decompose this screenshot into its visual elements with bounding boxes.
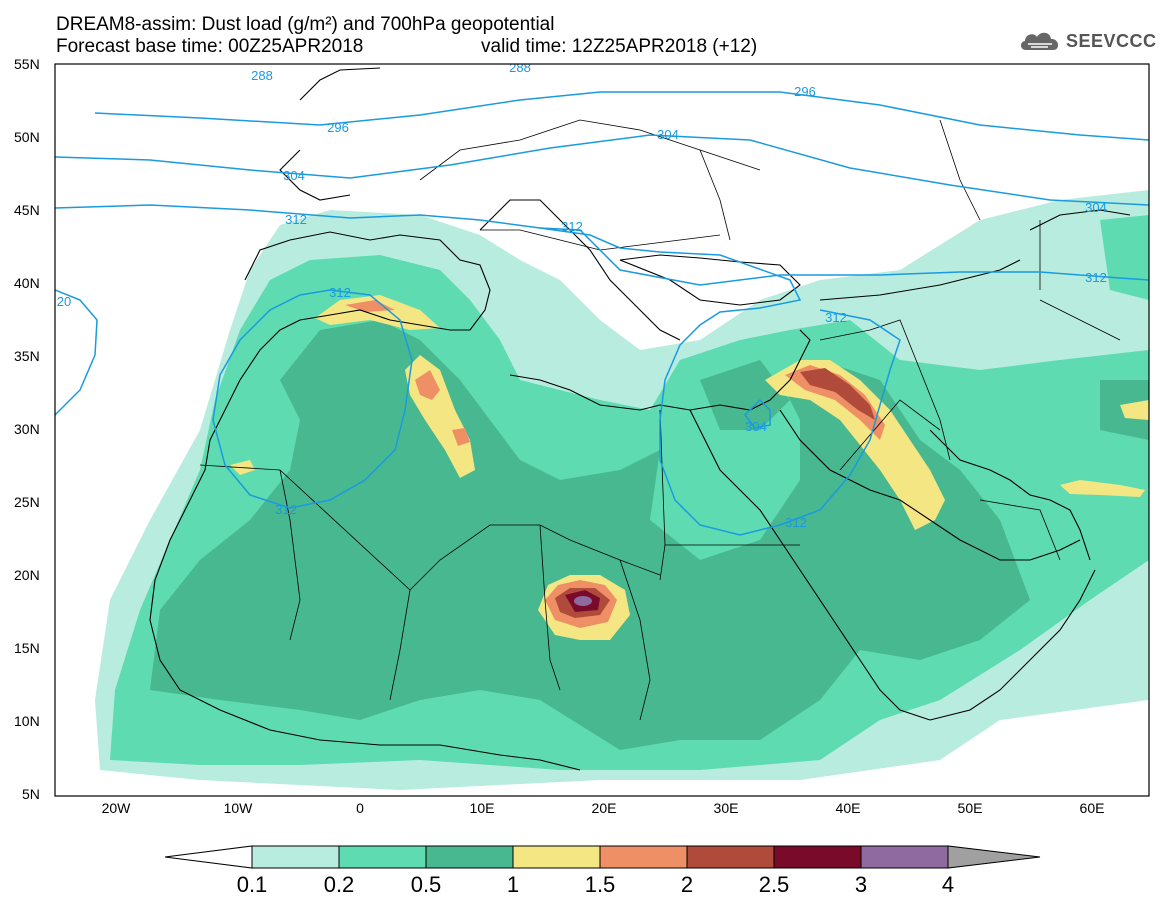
colorbar-tick: 0.1 xyxy=(236,872,268,897)
geopotential-contours xyxy=(55,91,1149,536)
base-time: Forecast base time: 00Z25APR2018 xyxy=(56,36,364,57)
contour-labels: 288 288 296 296 304 304 304 304 312 312 … xyxy=(57,60,1107,530)
svg-text:312: 312 xyxy=(825,310,847,325)
lat-label: 25N xyxy=(14,494,40,510)
svg-text:296: 296 xyxy=(327,120,349,135)
map-frame xyxy=(54,63,1150,797)
colorbar xyxy=(164,845,1041,869)
colorbar-tick: 1 xyxy=(506,872,520,897)
svg-text:288: 288 xyxy=(251,68,273,83)
colorbar-swatch xyxy=(860,845,949,869)
colorbar-over-arrow xyxy=(947,845,1041,869)
valid-time: valid time: 12Z25APR2018 (+12) xyxy=(481,36,758,57)
colorbar-tick: 0.5 xyxy=(410,872,442,897)
lon-label: 20E xyxy=(591,800,617,816)
colorbar-tick: 2 xyxy=(680,872,694,897)
colorbar-tick: 3 xyxy=(854,872,868,897)
svg-text:312: 312 xyxy=(561,219,583,234)
colorbar-tick: 2.5 xyxy=(758,872,790,897)
title-line-2: Forecast base time: 00Z25APR2018 valid ti… xyxy=(56,36,757,57)
lat-label: 10N xyxy=(14,713,40,729)
lon-label: 20W xyxy=(101,800,131,816)
lon-label: 0 xyxy=(356,800,364,816)
colorbar-swatch xyxy=(599,845,688,869)
colorbar-tick: 4 xyxy=(941,872,955,897)
lat-label: 30N xyxy=(14,421,40,437)
svg-text:304: 304 xyxy=(283,168,305,183)
svg-text:312: 312 xyxy=(275,502,297,517)
colorbar-swatch xyxy=(686,845,775,869)
lat-label: 20N xyxy=(14,567,40,583)
lat-label: 40N xyxy=(14,275,40,291)
svg-text:304: 304 xyxy=(745,419,767,434)
lon-label: 10W xyxy=(223,800,253,816)
svg-text:312: 312 xyxy=(1085,270,1107,285)
dust-layer-0.5 xyxy=(150,320,1149,750)
lat-label: 55N xyxy=(14,56,40,72)
svg-text:312: 312 xyxy=(285,212,307,227)
title-line-1: DREAM8-assim: Dust load (g/m²) and 700hP… xyxy=(56,14,555,35)
colorbar-swatch xyxy=(338,845,427,869)
lat-label: 15N xyxy=(14,640,40,656)
colorbar-tick: 0.2 xyxy=(323,872,355,897)
lon-label: 50E xyxy=(957,800,983,816)
lon-label: 60E xyxy=(1079,800,1105,816)
svg-text:296: 296 xyxy=(794,84,816,99)
coastlines xyxy=(149,67,1131,771)
svg-text:312: 312 xyxy=(785,515,807,530)
colorbar-swatch xyxy=(773,845,862,869)
svg-text:304: 304 xyxy=(1085,200,1107,215)
lon-label: 40E xyxy=(835,800,861,816)
svg-text:288: 288 xyxy=(509,60,531,75)
colorbar-swatch xyxy=(512,845,601,869)
seevccc-logo: SEEVCCC xyxy=(1018,26,1157,56)
lon-label: 10E xyxy=(469,800,495,816)
lat-label: 50N xyxy=(14,129,40,145)
colorbar-swatch xyxy=(425,845,514,869)
lat-label: 35N xyxy=(14,348,40,364)
colorbar-tick: 1.5 xyxy=(584,872,616,897)
lon-label: 30E xyxy=(713,800,739,816)
lat-label: 45N xyxy=(14,202,40,218)
lat-label: 5N xyxy=(22,786,40,802)
colorbar-swatch xyxy=(251,845,340,869)
cloud-icon xyxy=(1020,32,1059,50)
svg-text:312: 312 xyxy=(329,285,351,300)
svg-text:20: 20 xyxy=(57,294,71,309)
svg-text:304: 304 xyxy=(657,127,679,142)
colorbar-under-arrow xyxy=(164,845,253,869)
dust-layer-3 xyxy=(574,596,592,606)
logo-text: SEEVCCC xyxy=(1066,30,1157,51)
